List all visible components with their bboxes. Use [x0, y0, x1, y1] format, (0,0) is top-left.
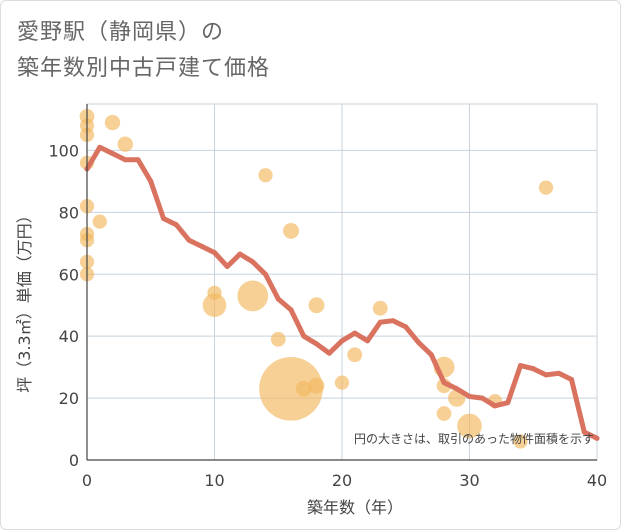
bubble-point	[308, 377, 325, 394]
bubble-point	[308, 297, 325, 314]
line-point	[352, 330, 358, 336]
x-tick-label-40: 40	[587, 471, 607, 490]
y-tick-label-20: 20	[59, 389, 79, 408]
x-axis-label: 築年数（年）	[307, 498, 403, 517]
line-point	[263, 271, 268, 277]
line-point	[122, 157, 128, 163]
line-point	[275, 296, 281, 302]
y-tick-label-60: 60	[59, 265, 79, 284]
line-point	[467, 394, 472, 400]
bubble-point	[202, 293, 227, 318]
line-point	[543, 372, 549, 378]
line-point	[161, 216, 166, 222]
line-point	[416, 339, 421, 345]
line-point	[581, 429, 587, 435]
line-point	[454, 386, 460, 392]
grid	[86, 103, 598, 461]
chart-title-line1: 愛野駅（静岡県）の	[17, 20, 225, 45]
line-point	[505, 400, 511, 406]
line-point	[377, 319, 383, 325]
line-point	[97, 144, 103, 150]
y-tick-label-80: 80	[59, 203, 79, 222]
line-point	[365, 338, 370, 344]
line-point	[237, 251, 243, 257]
line-point	[173, 222, 179, 228]
axes: 0 20 40 60 80 100 0 10 20 30 40	[48, 104, 607, 490]
x-tick-label-0: 0	[82, 471, 92, 490]
y-tick-label-0: 0	[69, 451, 79, 470]
line-point	[199, 243, 205, 249]
price-line-series	[84, 144, 600, 441]
bubble-point	[92, 214, 107, 229]
bubble-point	[259, 356, 323, 421]
bubble-point	[538, 180, 554, 195]
line-point	[479, 395, 485, 401]
x-tick-label-10: 10	[204, 471, 224, 490]
bubble-point	[270, 331, 286, 347]
bubble-point	[347, 347, 363, 363]
chart-title-line2: 築年数別中古戸建て価格	[17, 56, 271, 81]
line-point	[250, 259, 256, 265]
y-tick-label-40: 40	[59, 327, 79, 346]
line-point	[339, 338, 345, 344]
line-point	[594, 435, 600, 441]
line-point	[135, 157, 141, 163]
line-point	[518, 363, 523, 369]
bubble-point	[334, 375, 350, 390]
line-point	[224, 264, 230, 270]
line-point	[148, 178, 154, 184]
line-point	[186, 237, 192, 243]
chart-title: 愛野駅（静岡県）の 築年数別中古戸建て価格	[17, 15, 270, 87]
bubble-point	[258, 168, 273, 183]
bubble-point	[295, 380, 312, 397]
x-tick-label-20: 20	[332, 471, 352, 490]
bubble-point	[436, 406, 452, 421]
bubble-size-note: 円の大きさは、取引のあった物件面積を示す	[354, 431, 594, 446]
bubble-point	[372, 300, 388, 316]
bubble-point	[104, 114, 121, 131]
y-tick-label-100: 100	[48, 141, 79, 160]
line-point	[390, 318, 396, 324]
line-point	[403, 324, 409, 330]
y-axis-label: 坪（3.3㎡）単価（万円）	[15, 207, 34, 392]
bubble-point	[117, 136, 133, 152]
line-point	[314, 341, 319, 347]
line-point	[212, 250, 217, 256]
line-point	[428, 352, 434, 358]
bubble-point	[283, 222, 299, 239]
bubble-point	[237, 280, 269, 312]
line-point	[301, 333, 307, 339]
line-point	[530, 366, 536, 372]
line-point	[326, 350, 332, 356]
bubble-point	[513, 434, 528, 449]
x-tick-label-30: 30	[459, 471, 479, 490]
line-point	[441, 380, 447, 386]
line-point	[110, 151, 115, 157]
line-point	[569, 377, 574, 383]
line-point	[556, 370, 562, 376]
bubble-series	[79, 108, 554, 449]
line-point	[492, 403, 498, 409]
line-point	[288, 307, 294, 313]
bubble-point	[457, 413, 482, 439]
